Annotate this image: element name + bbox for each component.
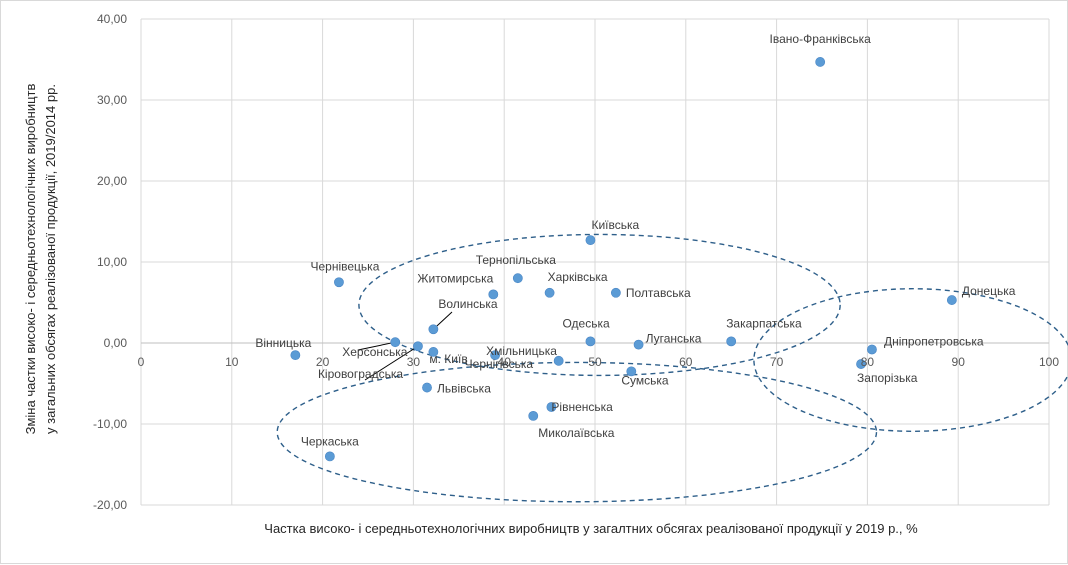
y-tick-label: 20,00 [97, 174, 127, 188]
tick-labels: 0 10 20 30 40 50 60 70 80 90 100 -20,00 -10,00 0,00 10… [93, 12, 1059, 512]
x-tick-label: 100 [1039, 355, 1059, 369]
data-point [334, 277, 344, 288]
x-tick-label: 70 [770, 355, 784, 369]
point-label: Дніпропетровська [884, 334, 984, 348]
y-tick-label: 10,00 [97, 255, 127, 269]
data-point [490, 350, 501, 361]
y-tick-label: -10,00 [93, 417, 127, 431]
cluster-ellipse [276, 361, 878, 503]
data-point [390, 337, 401, 348]
data-point [946, 295, 957, 305]
x-tick-label: 90 [952, 355, 966, 369]
x-tick-label: 10 [225, 355, 239, 369]
data-point [324, 451, 335, 462]
data-point [553, 355, 564, 366]
point-label: Закарпатська [726, 316, 802, 330]
data-point [512, 273, 523, 284]
x-tick-label: 80 [861, 355, 875, 369]
data-point [528, 410, 539, 421]
point-labels: Івано-Франківська Київська Тернопільська Ха… [255, 32, 1015, 448]
x-tick-label: 50 [588, 355, 602, 369]
point-label: Луганська [646, 332, 702, 346]
x-tick-label: 20 [316, 355, 330, 369]
data-point [422, 382, 432, 393]
cluster-ellipse [358, 233, 841, 377]
data-point [856, 359, 866, 369]
point-label: Вінницька [255, 336, 311, 350]
data-point [546, 402, 557, 412]
data-point [610, 287, 621, 298]
data-point [633, 339, 644, 350]
point-label: Львівська [437, 382, 491, 396]
data-point [867, 344, 877, 355]
point-label: Чернігівська [465, 357, 534, 371]
y-tick-label: -20,00 [93, 498, 127, 512]
point-label: Донецька [962, 284, 1016, 298]
data-point [585, 235, 596, 246]
point-label: Київська [591, 218, 639, 232]
data-point [585, 336, 596, 347]
y-axis-title-line-2: у загальних обсягах реалізованої продукц… [43, 84, 58, 434]
data-point [544, 287, 555, 298]
leader-line [357, 341, 396, 351]
data-point [815, 57, 826, 67]
point-label: м. Київ [429, 352, 467, 366]
point-label: Волинська [438, 297, 498, 311]
data-point [428, 324, 439, 335]
point-label: Сумська [621, 373, 669, 387]
point-label: Херсонська [342, 345, 408, 359]
x-tick-label: 60 [679, 355, 693, 369]
y-axis-title-line-1: Зміна частки високо- і середньотехнологі… [23, 84, 38, 435]
y-tick-label: 0,00 [104, 336, 128, 350]
data-point [290, 350, 301, 361]
data-point [428, 347, 439, 357]
data-points [290, 57, 957, 462]
point-label: Хмільницька [486, 344, 557, 358]
data-point [413, 341, 423, 352]
point-label: Чернівецька [311, 259, 380, 273]
x-tick-label: 30 [407, 355, 421, 369]
data-point [726, 336, 737, 347]
data-point [626, 366, 637, 377]
data-point [488, 289, 499, 300]
point-label: Рівненська [551, 400, 613, 414]
point-label: Одеська [562, 316, 610, 330]
point-label: Полтавська [626, 286, 691, 300]
cluster-ellipses [276, 233, 1068, 503]
x-tick-label: 0 [138, 355, 145, 369]
point-label: Миколаївська [538, 426, 615, 440]
point-label: Житомирська [417, 271, 493, 285]
point-label: Черкаська [301, 434, 359, 448]
point-label: Тернопільська [476, 253, 556, 267]
cluster-ellipse [753, 288, 1068, 432]
point-label: Івано-Франківська [770, 32, 872, 46]
x-tick-label: 40 [498, 355, 512, 369]
point-label: Кіровоградська [318, 367, 403, 381]
y-tick-label: 30,00 [97, 93, 127, 107]
point-label: Запорізька [857, 371, 918, 385]
leader-line [364, 345, 419, 381]
y-tick-label: 40,00 [97, 12, 127, 26]
x-axis-title: Частка високо- і середньотехнологічних в… [264, 521, 918, 536]
point-label: Харківська [548, 270, 608, 284]
